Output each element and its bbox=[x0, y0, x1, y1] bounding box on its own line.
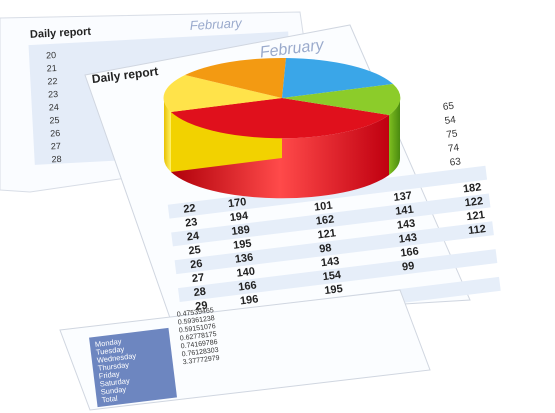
table-cell: 121 bbox=[466, 209, 486, 223]
table-cell: 194 bbox=[229, 210, 250, 224]
table-cell: 25 bbox=[188, 244, 202, 257]
slice-green bbox=[282, 84, 401, 115]
table-cell: 162 bbox=[315, 213, 335, 227]
table-cell: 22 bbox=[183, 202, 197, 215]
week-value: 0.47539465 bbox=[177, 307, 215, 318]
back-row-number: 20 bbox=[46, 50, 57, 61]
table-cell: 99 bbox=[401, 260, 415, 273]
table-cell: 170 bbox=[227, 196, 247, 210]
table-cell: 143 bbox=[398, 232, 418, 246]
side-value: 63 bbox=[449, 156, 462, 168]
week-value: 0.76128303 bbox=[181, 347, 219, 358]
table-cell: 28 bbox=[193, 286, 207, 299]
slice-orange bbox=[185, 57, 286, 98]
back-row-number: 25 bbox=[49, 115, 60, 126]
week-header bbox=[89, 327, 177, 408]
side-value: 74 bbox=[447, 142, 460, 154]
day-label: Tuesday bbox=[95, 344, 125, 356]
table-cell: 24 bbox=[186, 230, 200, 244]
pie-side-yellow bbox=[163, 98, 171, 172]
row-stripe bbox=[174, 221, 494, 275]
day-label: Friday bbox=[98, 369, 120, 381]
day-label: Saturday bbox=[99, 376, 130, 389]
table-cell: 23 bbox=[184, 216, 198, 229]
row-stripe bbox=[171, 193, 491, 247]
table-cell: 140 bbox=[236, 266, 256, 280]
side-value: 54 bbox=[444, 115, 457, 127]
table-cell: 166 bbox=[238, 279, 258, 293]
side-value: 75 bbox=[446, 128, 459, 140]
back-row-number: 22 bbox=[47, 76, 58, 87]
table-cell: 137 bbox=[393, 190, 413, 204]
table-cell: 101 bbox=[313, 200, 333, 214]
week-value: 0.74169786 bbox=[180, 339, 218, 350]
table-cell: 29 bbox=[195, 300, 209, 313]
table-cell: 182 bbox=[462, 181, 482, 195]
table-cell: 195 bbox=[324, 283, 344, 297]
back-row-number: 28 bbox=[51, 154, 62, 165]
row-stripe bbox=[177, 249, 498, 302]
table-cell: 136 bbox=[234, 252, 254, 266]
pie-3d bbox=[163, 57, 401, 199]
week-value: 3.37772979 bbox=[182, 355, 220, 366]
back-row-number: 21 bbox=[47, 63, 58, 74]
back-month: February bbox=[189, 15, 243, 33]
pie-side-green bbox=[389, 98, 401, 175]
table-cell: 26 bbox=[190, 258, 204, 271]
slice-red bbox=[171, 98, 389, 139]
table-cell: 112 bbox=[467, 223, 486, 237]
table-cell: 141 bbox=[395, 204, 415, 218]
slice-blue bbox=[282, 58, 393, 98]
table-cell: 166 bbox=[400, 245, 420, 259]
table-cell: 143 bbox=[320, 255, 340, 269]
back-title: Daily report bbox=[30, 26, 92, 41]
day-label: Thursday bbox=[97, 360, 129, 373]
back-row-number: 26 bbox=[50, 128, 61, 139]
table-cell: 195 bbox=[233, 238, 253, 252]
table-cell: 122 bbox=[464, 195, 484, 209]
week-value: 0.59361238 bbox=[178, 315, 216, 326]
day-label: Total bbox=[101, 394, 118, 405]
back-row-number: 27 bbox=[51, 141, 62, 152]
back-row-number: 23 bbox=[48, 89, 59, 100]
week-value: 0.62778175 bbox=[179, 331, 217, 342]
table-cell: 154 bbox=[322, 269, 343, 283]
table-cell: 189 bbox=[231, 224, 251, 238]
day-label: Monday bbox=[94, 337, 122, 349]
week-sheet-content: MondayTuesdayWednesdayThursdayFridaySatu… bbox=[89, 307, 220, 408]
back-row-number: 24 bbox=[49, 102, 60, 113]
table-cell: 196 bbox=[239, 293, 259, 307]
table-cell: 121 bbox=[317, 227, 337, 241]
day-label: Sunday bbox=[100, 385, 127, 397]
week-value: 0.59151076 bbox=[178, 323, 216, 334]
slice-yellow bbox=[163, 75, 282, 112]
side-value: 65 bbox=[442, 101, 455, 113]
table-cell: 27 bbox=[191, 272, 205, 285]
table-cell: 98 bbox=[319, 242, 333, 255]
table-cell: 143 bbox=[396, 218, 416, 232]
